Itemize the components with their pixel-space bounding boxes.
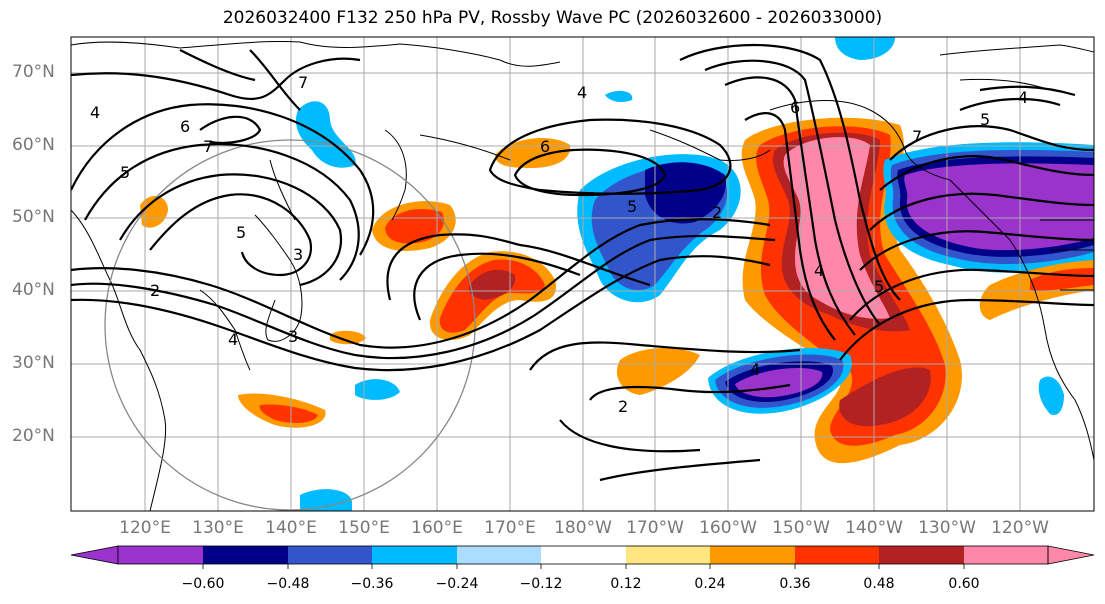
colorbar-segment (203, 546, 288, 564)
colorbar-segment (457, 546, 541, 564)
contour-label: 3 (288, 327, 298, 346)
contour-label: 4 (577, 83, 587, 102)
map-title: 2026032400 F132 250 hPa PV, Rossby Wave … (222, 8, 883, 28)
colorbar-segment (710, 546, 795, 564)
map-frame (70, 36, 1095, 512)
colorbar-border (117, 545, 1049, 565)
colorbar-tick-label: 0.60 (948, 576, 980, 592)
lon-label: 150°W (772, 518, 830, 538)
lat-label: 30°N (12, 353, 55, 373)
contour-label: 7 (203, 137, 213, 156)
colorbar-tick-label: −0.48 (266, 576, 310, 592)
contour-label: 2 (712, 203, 722, 222)
colorbar-tick-label: 0.24 (694, 576, 726, 592)
contour-label: 5 (980, 110, 990, 129)
contour-label: 2 (618, 397, 628, 416)
colorbar-tick-label: −0.12 (519, 576, 563, 592)
contour-label: 7 (912, 127, 922, 146)
lon-label: 170°E (484, 518, 536, 538)
colorbar-segment (541, 546, 626, 564)
lon-label: 170°W (626, 518, 684, 538)
colorbar-tick-label: 0.36 (779, 576, 811, 592)
contour-label: 6 (540, 137, 550, 156)
lat-label: 40°N (12, 280, 55, 300)
colorbar-segment (795, 546, 879, 564)
colorbar-segment (626, 546, 710, 564)
lon-label: 180°W (554, 518, 612, 538)
lat-label: 20°N (12, 426, 55, 446)
colorbar-segment (879, 546, 964, 564)
colorbar-extend-low (70, 545, 119, 565)
coastlines (71, 41, 1094, 511)
lon-label: 140°W (845, 518, 903, 538)
reference-circle (104, 139, 476, 511)
pv-contours (71, 43, 1094, 482)
contour-label: 3 (293, 245, 303, 264)
colorbar-tick-label: 0.48 (863, 576, 895, 592)
lon-label: 140°E (265, 518, 317, 538)
contour-label: 6 (790, 98, 800, 117)
colorbar-segment (118, 546, 203, 564)
contour-label: 5 (236, 223, 246, 242)
colorbar (70, 545, 1095, 569)
colorbar-tick-label: 0.12 (610, 576, 642, 592)
lon-label: 150°E (338, 518, 390, 538)
contour-label: 6 (180, 117, 190, 136)
contour-labels: 7 6 7 5 4 4 6 5 6 7 5 4 5 4 2 2 4 2 3 4 … (90, 73, 1028, 416)
contour-label: 5 (627, 197, 637, 216)
contour-label: 4 (1018, 88, 1028, 107)
contour-label: 4 (750, 360, 760, 379)
lon-label: 160°W (699, 518, 757, 538)
anomaly-fill-negative-central (577, 154, 741, 303)
colorbar-segment (372, 546, 457, 564)
lat-label: 60°N (12, 135, 55, 155)
lon-label: 120°E (119, 518, 171, 538)
lon-label: 160°E (411, 518, 463, 538)
anomaly-fill-positive-east (741, 117, 962, 464)
contour-label: 4 (814, 261, 824, 280)
lon-label: 130°E (192, 518, 244, 538)
anomaly-fill-negative-east (883, 142, 1094, 273)
contour-label: 4 (228, 330, 238, 349)
contour-label: 5 (874, 277, 884, 296)
colorbar-extend-high (1047, 545, 1095, 565)
lat-label: 70°N (12, 62, 55, 82)
contour-label: 5 (120, 163, 130, 182)
colorbar-tick-label: −0.60 (181, 576, 225, 592)
colorbar-tick-label: −0.24 (435, 576, 479, 592)
colorbar-tick-label: −0.36 (350, 576, 394, 592)
contour-label: 2 (150, 281, 160, 300)
colorbar-segment (964, 546, 1048, 564)
anomaly-fill-negative-west (295, 37, 1064, 511)
lon-label: 130°W (918, 518, 976, 538)
colorbar-segment (288, 546, 372, 564)
lon-label: 120°W (991, 518, 1049, 538)
lat-label: 50°N (12, 207, 55, 227)
contour-label: 7 (298, 73, 308, 92)
contour-label: 4 (90, 103, 100, 122)
